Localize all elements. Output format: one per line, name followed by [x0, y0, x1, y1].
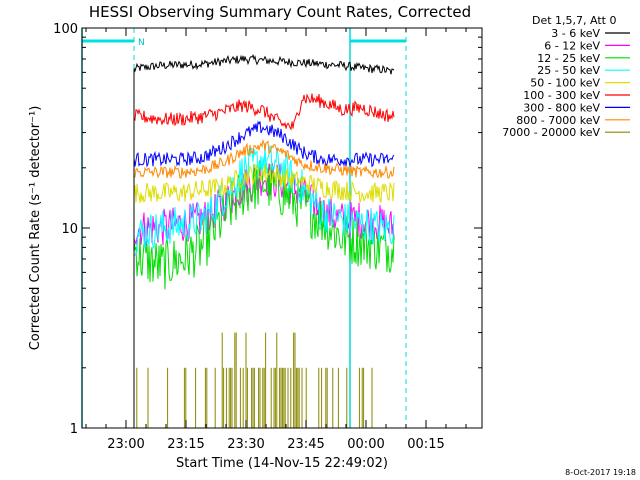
x-tick-label: 23:45 — [287, 437, 324, 452]
y-tick-label: 1 — [70, 422, 78, 437]
night-bar-label: N — [138, 38, 145, 48]
legend-label: 12 - 25 keV — [537, 52, 600, 65]
footer-timestamp: 8-Oct-2017 19:18 — [565, 468, 636, 477]
chart-title: HESSI Observing Summary Count Rates, Cor… — [89, 3, 471, 21]
x-tick-label: 00:15 — [407, 437, 444, 452]
legend-label: 25 - 50 keV — [537, 64, 600, 77]
series-300-800-kev — [133, 120, 395, 168]
series-800-7000-kev — [133, 138, 395, 179]
series-25-50-kev — [133, 143, 395, 257]
x-tick-label: 00:00 — [347, 437, 384, 452]
x-axis-label: Start Time (14-Nov-15 22:49:02) — [176, 456, 388, 471]
legend-header: Det 1,5,7, Att 0 — [532, 14, 616, 27]
y-tick-label: 10 — [61, 222, 78, 237]
legend-label: 300 - 800 keV — [523, 101, 600, 114]
series-3-6-kev — [133, 54, 395, 75]
legend-label: 3 - 6 keV — [551, 27, 600, 40]
legend-label: 800 - 7000 keV — [516, 114, 600, 127]
y-axis-label: Corrected Count Rate (s⁻¹ detector⁻¹) — [28, 106, 43, 351]
x-tick-label: 23:30 — [227, 437, 264, 452]
legend-label: 50 - 100 keV — [530, 77, 600, 90]
axes-ticks: 23:00 23:15 23:30 23:45 00:00 00:15 1 10 100 — [53, 22, 482, 452]
series-12-25-kev — [133, 160, 395, 290]
x-tick-label: 23:15 — [167, 437, 204, 452]
series-50-100-kev — [133, 164, 395, 204]
legend-label: 100 - 300 keV — [523, 89, 600, 102]
legend-label: 7000 - 20000 keV — [502, 126, 600, 139]
series-7000-20000kev — [134, 332, 394, 429]
series-100-300-kev — [133, 93, 395, 131]
plot-area: N — [81, 28, 407, 429]
x-tick-label: 23:00 — [107, 437, 144, 452]
legend-label: 6 - 12 keV — [544, 39, 600, 52]
y-tick-label: 100 — [53, 22, 78, 37]
